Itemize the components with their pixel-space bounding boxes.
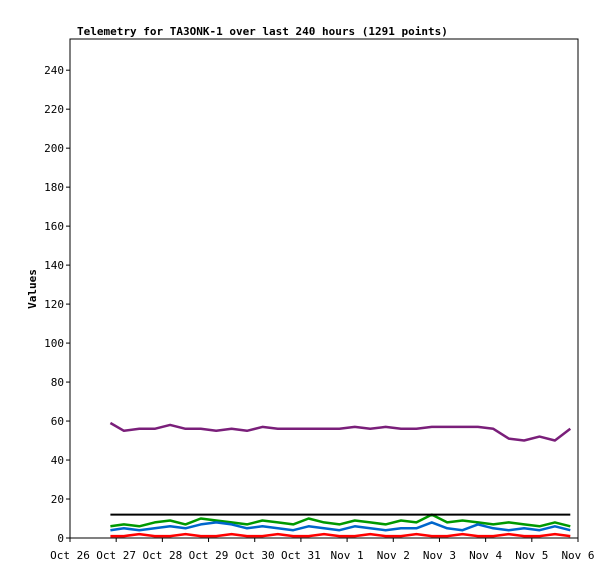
series-line-2 <box>110 521 571 532</box>
x-tick-label: Nov 6 <box>561 549 594 562</box>
x-tick-label: Nov 2 <box>377 549 410 562</box>
series-line-3 <box>110 532 571 538</box>
y-tick-label: 120 <box>44 298 64 311</box>
x-tick-label: Oct 28 <box>142 549 182 562</box>
x-tick-label: Nov 4 <box>469 549 502 562</box>
chart-title: Telemetry for TA3ONK-1 over last 240 hou… <box>77 25 448 38</box>
plot-frame <box>69 38 579 539</box>
x-tick-label: Oct 30 <box>235 549 275 562</box>
x-tick-label: Nov 3 <box>423 549 456 562</box>
y-axis: 0 20 40 60 80 100 120 140 160 180 200 220 240 <box>44 64 70 545</box>
y-axis-label: Values <box>26 269 39 309</box>
y-tick-label: 80 <box>51 376 64 389</box>
y-tick-label: 180 <box>44 181 64 194</box>
x-tick-label: Oct 26 <box>50 549 90 562</box>
x-tick-label: Nov 5 <box>515 549 548 562</box>
series-line-0 <box>109 421 572 442</box>
y-tick-label: 0 <box>57 532 64 545</box>
y-tick-label: 200 <box>44 142 64 155</box>
x-tick-label: Oct 31 <box>281 549 321 562</box>
y-tick-label: 40 <box>51 454 64 467</box>
x-tick-label: Oct 29 <box>189 549 229 562</box>
x-tick-label: Nov 1 <box>331 549 364 562</box>
series-layer <box>109 421 572 538</box>
series-line-1 <box>110 513 571 528</box>
y-tick-label: 20 <box>51 493 64 506</box>
y-tick-label: 160 <box>44 220 64 233</box>
y-tick-label: 240 <box>44 64 64 77</box>
y-tick-label: 140 <box>44 259 64 272</box>
y-tick-label: 100 <box>44 337 64 350</box>
y-tick-label: 60 <box>51 415 64 428</box>
y-tick-label: 220 <box>44 103 64 116</box>
x-tick-label: Oct 27 <box>96 549 136 562</box>
x-axis: Oct 26 Oct 27 Oct 28 Oct 29 Oct 30 Oct 31 Nov … <box>50 538 595 562</box>
